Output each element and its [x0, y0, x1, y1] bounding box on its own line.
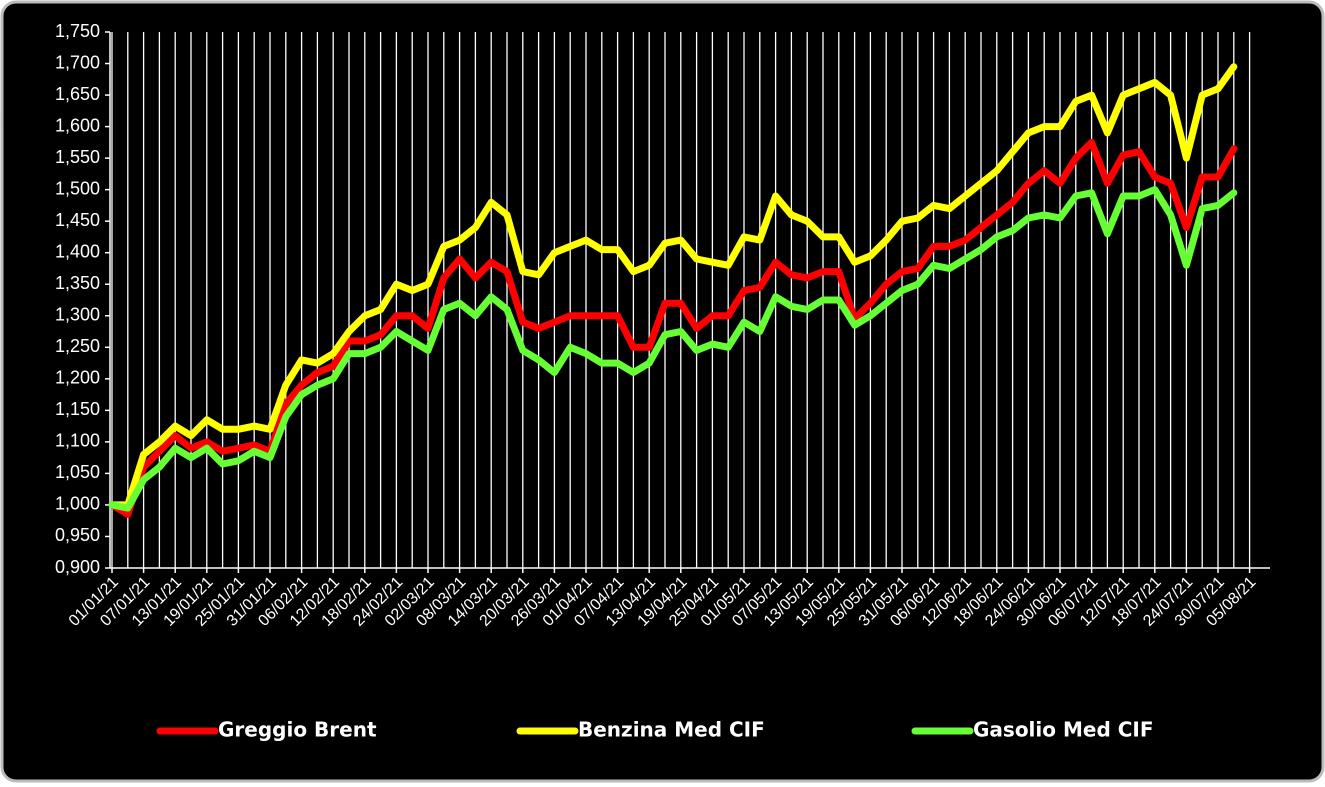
y-tick-label: 1,250 — [55, 336, 100, 356]
y-tick-label: 1,750 — [55, 21, 100, 41]
y-tick-label: 1,450 — [55, 210, 100, 230]
y-tick-label: 1,700 — [55, 52, 100, 72]
legend-label: Benzina Med CIF — [578, 718, 765, 742]
y-tick-label: 1,650 — [55, 84, 100, 104]
y-tick-label: 0,950 — [55, 525, 100, 545]
y-tick-label: 1,150 — [55, 399, 100, 419]
series-line — [108, 63, 1238, 509]
y-tick-label: 1,100 — [55, 431, 100, 451]
y-tick-label: 1,300 — [55, 305, 100, 325]
y-tick-label: 1,350 — [55, 273, 100, 293]
y-tick-label: 1,550 — [55, 147, 100, 167]
y-tick-label: 1,050 — [55, 462, 100, 482]
y-tick-label: 0,900 — [55, 557, 100, 577]
y-tick-label: 1,600 — [55, 115, 100, 135]
legend-label: Greggio Brent — [218, 718, 377, 742]
y-tick-label: 1,000 — [55, 494, 100, 514]
legend-label: Gasolio Med CIF — [973, 718, 1154, 742]
y-tick-label: 1,400 — [55, 241, 100, 261]
series-line — [108, 138, 1238, 518]
series-line — [108, 186, 1238, 512]
y-tick-label: 1,200 — [55, 368, 100, 388]
y-tick-label: 1,500 — [55, 178, 100, 198]
